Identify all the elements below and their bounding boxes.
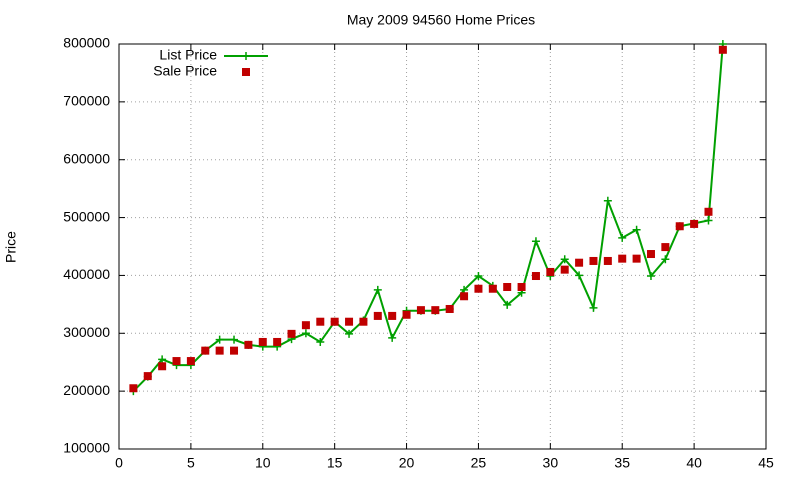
- point-marker: [704, 216, 713, 225]
- point-marker: [445, 304, 454, 313]
- x-tick-label: 40: [686, 455, 702, 471]
- point-marker: [316, 317, 325, 326]
- point-marker: [359, 317, 368, 326]
- point-marker: [488, 284, 497, 293]
- point-marker: [373, 285, 382, 294]
- point-marker: [560, 265, 569, 274]
- point-marker: [230, 335, 239, 344]
- point-marker: [345, 329, 354, 338]
- x-tick-label: 35: [614, 455, 630, 471]
- x-tick-label: 0: [115, 455, 123, 471]
- point-marker: [244, 340, 253, 349]
- point-marker: [575, 271, 584, 280]
- y-tick-label: 300000: [63, 324, 110, 340]
- y-tick-label: 600000: [63, 150, 110, 166]
- point-marker: [603, 256, 612, 265]
- legend-swatch: [242, 68, 250, 76]
- point-marker: [129, 384, 138, 393]
- point-marker: [158, 362, 167, 371]
- point-marker: [546, 267, 555, 276]
- point-marker: [388, 311, 397, 320]
- point-marker: [589, 256, 598, 265]
- y-axis-label: Price: [3, 231, 19, 263]
- point-marker: [704, 207, 713, 216]
- point-marker: [718, 45, 727, 54]
- point-marker: [675, 222, 684, 231]
- point-marker: [316, 337, 325, 346]
- point-marker: [460, 292, 469, 301]
- point-marker: [503, 283, 512, 291]
- point-marker: [215, 346, 224, 355]
- point-marker: [230, 346, 239, 355]
- y-tick-label: 500000: [63, 208, 110, 224]
- point-marker: [603, 196, 612, 205]
- point-marker: [416, 306, 425, 315]
- point-marker: [431, 306, 440, 315]
- point-marker: [287, 329, 296, 338]
- point-marker: [373, 311, 382, 320]
- legend-label: List Price: [159, 47, 217, 63]
- point-marker: [517, 283, 526, 291]
- y-tick-label: 700000: [63, 93, 110, 109]
- y-tick-label: 800000: [63, 35, 110, 51]
- x-tick-label: 15: [327, 455, 343, 471]
- point-marker: [575, 258, 584, 267]
- y-tick-label: 200000: [63, 382, 110, 398]
- y-tick-label: 100000: [63, 440, 110, 456]
- y-tick-label: 400000: [63, 266, 110, 282]
- point-marker: [301, 321, 310, 330]
- point-marker: [258, 337, 267, 346]
- point-marker: [186, 357, 195, 366]
- point-marker: [158, 355, 167, 364]
- point-marker: [215, 335, 224, 344]
- point-marker: [201, 346, 210, 355]
- x-tick-label: 30: [543, 455, 559, 471]
- point-marker: [388, 333, 397, 342]
- point-marker: [330, 317, 339, 326]
- x-tick-label: 45: [758, 455, 774, 471]
- point-marker: [560, 255, 569, 264]
- point-marker: [474, 284, 483, 293]
- x-tick-label: 20: [399, 455, 415, 471]
- point-marker: [646, 272, 655, 281]
- point-marker: [661, 255, 670, 264]
- point-marker: [531, 237, 540, 246]
- point-marker: [273, 337, 282, 346]
- plot-frame: [118, 43, 767, 450]
- point-marker: [172, 357, 181, 366]
- point-marker: [402, 310, 411, 319]
- point-marker: [632, 254, 641, 263]
- point-marker: [632, 225, 641, 234]
- point-marker: [503, 300, 512, 309]
- point-marker: [531, 272, 540, 281]
- point-marker: [618, 233, 627, 242]
- legend-label: Sale Price: [153, 63, 217, 79]
- point-marker: [661, 243, 670, 252]
- point-marker: [646, 250, 655, 259]
- point-marker: [690, 219, 699, 228]
- point-marker: [301, 329, 310, 338]
- x-tick-label: 10: [255, 455, 271, 471]
- x-tick-label: 5: [187, 455, 195, 471]
- chart-title: May 2009 94560 Home Prices: [347, 12, 535, 28]
- legend-swatch: [242, 52, 250, 60]
- point-marker: [345, 317, 354, 326]
- x-tick-label: 25: [471, 455, 487, 471]
- point-marker: [618, 254, 627, 263]
- point-marker: [143, 372, 152, 381]
- point-marker: [589, 303, 598, 312]
- point-marker: [474, 272, 483, 281]
